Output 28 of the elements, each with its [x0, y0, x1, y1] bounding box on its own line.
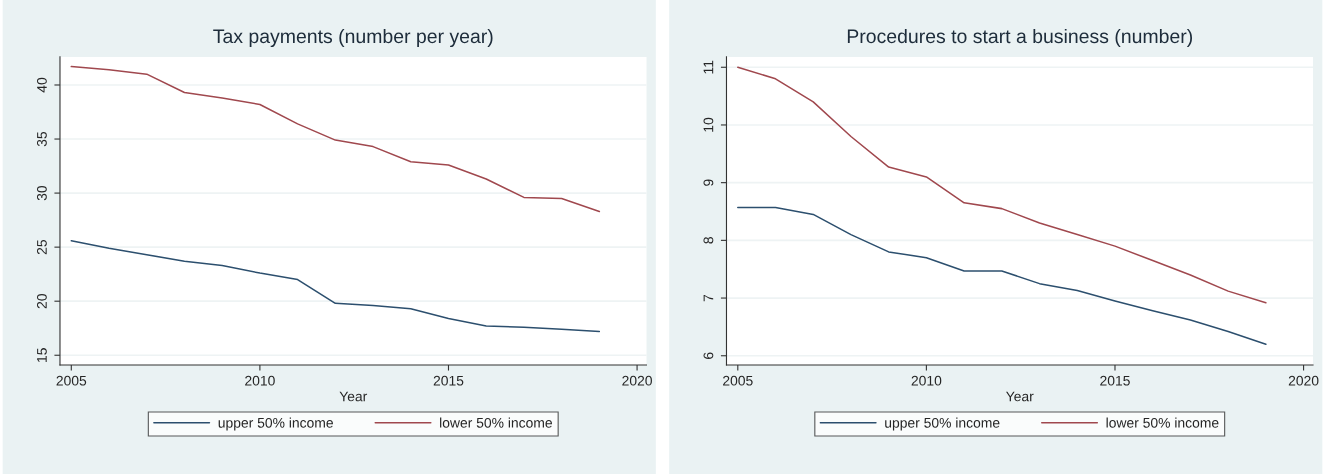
- x-tick-label: 2005: [56, 375, 87, 386]
- x-tick-label: 2020: [622, 375, 652, 386]
- x-axis-title: Year: [339, 391, 368, 402]
- x-tick-label: 2010: [911, 375, 942, 386]
- x-axis-title: Year: [1006, 391, 1034, 402]
- y-tick-label: 20: [36, 294, 47, 309]
- chart-title: Procedures to start a business (number): [847, 28, 1193, 48]
- x-tick-label: 2020: [1288, 375, 1319, 386]
- y-tick-label: 10: [703, 117, 714, 132]
- x-tick-label: 2015: [433, 375, 464, 386]
- y-tick-label: 30: [36, 185, 47, 201]
- y-tick-label: 9: [703, 179, 714, 186]
- legend-label: upper 50% income: [885, 417, 1000, 431]
- y-tick-label: 35: [36, 131, 47, 147]
- legend-label: upper 50% income: [218, 417, 333, 431]
- x-tick-label: 2005: [723, 375, 753, 386]
- y-tick-label: 7: [703, 294, 714, 302]
- y-tick-label: 11: [703, 60, 714, 74]
- y-tick-label: 6: [703, 352, 714, 359]
- y-tick-label: 15: [37, 348, 47, 362]
- chart-title: Tax payments (number per year): [213, 28, 493, 48]
- legend-label: lower 50% income: [440, 417, 552, 428]
- legend-label: lower 50% income: [1106, 417, 1219, 428]
- y-tick-label: 8: [703, 237, 714, 244]
- x-tick-label: 2010: [245, 375, 275, 386]
- x-tick-label: 2015: [1100, 375, 1130, 386]
- y-tick-label: 25: [36, 240, 47, 255]
- y-tick-label: 40: [36, 77, 47, 93]
